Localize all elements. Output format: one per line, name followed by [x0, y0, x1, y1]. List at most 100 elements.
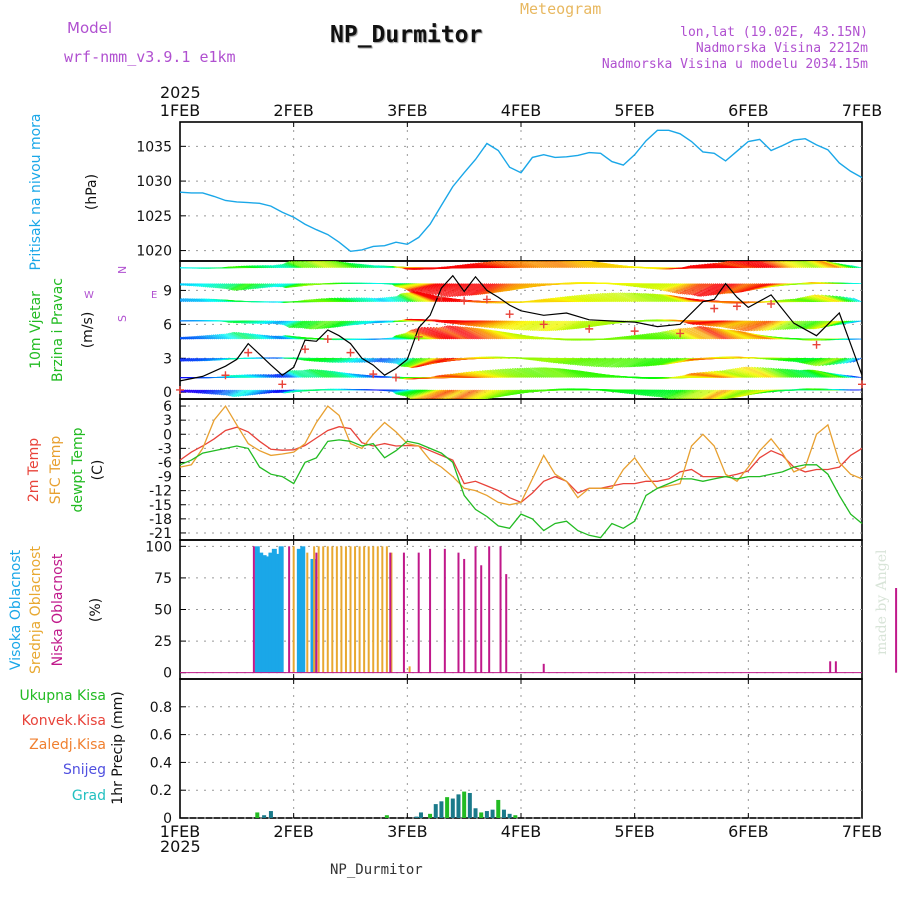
wind-arrow: [747, 320, 774, 332]
wind-arrow: [419, 327, 451, 340]
wind-arrow: [444, 389, 465, 399]
wind-arrow: [683, 389, 704, 399]
wind-arrow: [242, 389, 256, 397]
wind-arrow: [191, 357, 201, 362]
wind-arrow: [435, 327, 463, 340]
wind-arrow: [331, 370, 348, 378]
wind-arrow: [814, 320, 837, 330]
cloud-bar: [349, 546, 352, 673]
wind-arrow: [318, 369, 336, 378]
wind-arrow: [805, 320, 825, 330]
y-tick-label: 9: [163, 283, 172, 299]
wind-arrow: [665, 330, 688, 340]
wind-arrow: [608, 292, 629, 303]
wind-arrow: [521, 261, 541, 269]
wind-arrow: [550, 357, 577, 363]
wind-arrow: [543, 261, 559, 269]
wind-arrow: [622, 292, 641, 303]
wind-arrow: [238, 332, 252, 340]
precip-legend-3: Snijeg: [63, 762, 106, 778]
wind-arrow: [362, 320, 375, 325]
wind-arrow: [182, 298, 191, 303]
wind-arrow: [670, 283, 694, 293]
wind-arrow: [562, 368, 584, 378]
x-tick-label-top: 7FEB: [842, 101, 882, 120]
wind-arrow: [504, 320, 528, 330]
wind-arrow: [195, 283, 205, 287]
wind-arrow: [429, 326, 459, 340]
wind-arrow: [265, 374, 277, 378]
wind-arrow: [288, 320, 303, 328]
cloud-bar: [292, 546, 295, 673]
wind-arrow: [280, 320, 291, 325]
wind-arrow: [232, 283, 246, 291]
wind-arrow: [566, 320, 588, 330]
wind-arrow: [692, 283, 717, 296]
y-tick-label: -12: [149, 484, 172, 500]
wind-arrow: [242, 332, 256, 340]
wind-arrow: [556, 320, 578, 331]
cloud-bar: [261, 555, 267, 673]
wind-arrow: [560, 357, 586, 364]
wind-arrow: [464, 326, 490, 340]
wind-arrow: [793, 320, 811, 330]
y-tick-label: 0.8: [150, 700, 172, 716]
wind-arrow: [471, 371, 502, 378]
wind-arrow: [725, 283, 749, 294]
wind-arrow: [189, 336, 199, 340]
wind-arrow: [410, 291, 434, 303]
wind-arrow: [644, 389, 668, 396]
wind-arrow: [203, 335, 213, 340]
wind-arrow: [700, 283, 727, 297]
wind-arrow: [319, 261, 334, 269]
wind-arrow: [725, 329, 749, 340]
wind-arrow: [492, 369, 518, 378]
x-tick-label-top: 2FEB: [273, 101, 313, 120]
wind-arrow: [659, 331, 682, 340]
wind-arrow: [775, 368, 794, 378]
wind-arrow: [215, 389, 226, 395]
wind-arrow: [271, 283, 281, 288]
wind-arrow: [578, 294, 602, 303]
wind-arrow: [323, 369, 340, 378]
wind-arrow: [481, 283, 506, 295]
wind-arrow: [184, 298, 193, 303]
wind-arrow: [278, 283, 289, 288]
wind-arrow: [197, 335, 207, 340]
wind-arrow: [312, 261, 328, 269]
wind-arrow: [813, 261, 831, 269]
wind-gust-marker: [585, 324, 594, 333]
wind-arrow: [286, 262, 301, 269]
wind-arrow: [209, 389, 220, 395]
wind-arrow: [249, 374, 264, 378]
y-tick-label: 0: [163, 385, 172, 401]
wind-arrow: [777, 368, 797, 378]
wind-arrow: [298, 369, 314, 378]
wind-arrow: [468, 326, 494, 340]
wind-arrow: [213, 389, 224, 395]
wind-arrow: [295, 261, 312, 269]
wind-arrow: [403, 292, 422, 303]
wind-arrow: [697, 326, 723, 340]
wind-arrow: [345, 357, 361, 363]
wind-arrow: [346, 320, 361, 327]
wind-arrow: [247, 283, 260, 290]
wind-arrow: [705, 283, 731, 297]
wind-arrow: [254, 389, 267, 396]
wind-arrow: [850, 320, 862, 324]
x-tick-label-bottom: 6FEB: [728, 822, 768, 841]
wind-arrow: [401, 357, 420, 367]
wind-arrow: [274, 320, 285, 325]
wind-arrow: [396, 389, 420, 395]
wind-arrow: [613, 292, 633, 303]
wind-arrow: [702, 371, 735, 378]
wind-arrow: [805, 357, 829, 365]
wind-arrow: [334, 357, 352, 363]
wind-arrow: [782, 320, 801, 330]
wind-arrow: [842, 296, 856, 303]
wind-arrow: [284, 263, 297, 269]
y-tick-label: -6: [158, 455, 172, 471]
wind-arrow: [229, 283, 242, 290]
wind-arrow: [797, 261, 813, 269]
wind-arrow: [400, 283, 426, 289]
